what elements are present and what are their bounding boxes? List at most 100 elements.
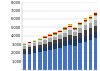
Bar — [68, 39, 72, 45]
Bar — [48, 42, 52, 46]
Bar — [48, 35, 52, 36]
Bar — [43, 37, 47, 38]
Bar — [58, 35, 62, 39]
Bar — [84, 20, 87, 21]
Bar — [73, 29, 77, 30]
Bar — [48, 34, 52, 35]
Bar — [23, 48, 26, 51]
Bar — [73, 40, 77, 46]
Bar — [38, 52, 42, 70]
Bar — [28, 50, 31, 54]
Bar — [53, 34, 57, 35]
Bar — [33, 53, 36, 70]
Bar — [38, 39, 42, 40]
Bar — [38, 48, 42, 52]
Bar — [89, 17, 92, 18]
Bar — [89, 34, 92, 40]
Bar — [58, 30, 62, 31]
Bar — [43, 40, 47, 44]
Bar — [23, 44, 26, 45]
Bar — [28, 54, 31, 70]
Bar — [94, 26, 97, 32]
Bar — [84, 36, 87, 42]
Bar — [63, 30, 67, 33]
Bar — [43, 44, 47, 47]
Bar — [38, 45, 42, 48]
Bar — [63, 29, 67, 30]
Bar — [38, 38, 42, 39]
Bar — [33, 46, 36, 49]
Bar — [28, 42, 31, 43]
Bar — [53, 37, 57, 40]
Bar — [94, 20, 97, 26]
Bar — [89, 19, 92, 23]
Bar — [53, 33, 57, 34]
Bar — [68, 26, 72, 27]
Bar — [63, 46, 67, 70]
Bar — [58, 31, 62, 32]
Bar — [53, 49, 57, 70]
Bar — [53, 35, 57, 37]
Bar — [84, 25, 87, 30]
Bar — [58, 32, 62, 35]
Bar — [68, 30, 72, 35]
Bar — [84, 19, 87, 20]
Bar — [38, 40, 42, 42]
Bar — [73, 27, 77, 28]
Bar — [53, 44, 57, 49]
Bar — [68, 27, 72, 30]
Bar — [63, 33, 67, 37]
Bar — [43, 47, 47, 51]
Bar — [23, 54, 26, 70]
Bar — [84, 42, 87, 70]
Bar — [33, 49, 36, 53]
Bar — [28, 43, 31, 45]
Bar — [23, 51, 26, 54]
Bar — [94, 13, 97, 15]
Bar — [78, 25, 82, 28]
Bar — [84, 30, 87, 36]
Bar — [28, 45, 31, 47]
Bar — [53, 40, 57, 44]
Bar — [48, 38, 52, 42]
Bar — [23, 45, 26, 46]
Bar — [48, 36, 52, 38]
Bar — [68, 24, 72, 25]
Bar — [33, 41, 36, 42]
Bar — [73, 36, 77, 40]
Bar — [68, 25, 72, 26]
Bar — [38, 42, 42, 45]
Bar — [33, 42, 36, 43]
Bar — [94, 16, 97, 20]
Bar — [73, 30, 77, 32]
Bar — [78, 43, 82, 70]
Bar — [33, 43, 36, 46]
Bar — [28, 47, 31, 50]
Bar — [89, 28, 92, 34]
Bar — [63, 28, 67, 29]
Bar — [78, 24, 82, 25]
Bar — [89, 18, 92, 19]
Bar — [89, 40, 92, 70]
Bar — [48, 50, 52, 70]
Bar — [78, 33, 82, 38]
Bar — [94, 38, 97, 70]
Bar — [78, 23, 82, 24]
Bar — [58, 43, 62, 48]
Bar — [89, 23, 92, 28]
Bar — [58, 39, 62, 43]
Bar — [43, 36, 47, 37]
Bar — [63, 37, 67, 41]
Bar — [73, 32, 77, 36]
Bar — [73, 46, 77, 70]
Bar — [94, 32, 97, 38]
Bar — [23, 46, 26, 48]
Bar — [68, 35, 72, 39]
Bar — [63, 27, 67, 28]
Bar — [43, 51, 47, 70]
Bar — [84, 18, 87, 19]
Bar — [48, 46, 52, 50]
Bar — [84, 21, 87, 22]
Bar — [84, 22, 87, 25]
Bar — [68, 45, 72, 70]
